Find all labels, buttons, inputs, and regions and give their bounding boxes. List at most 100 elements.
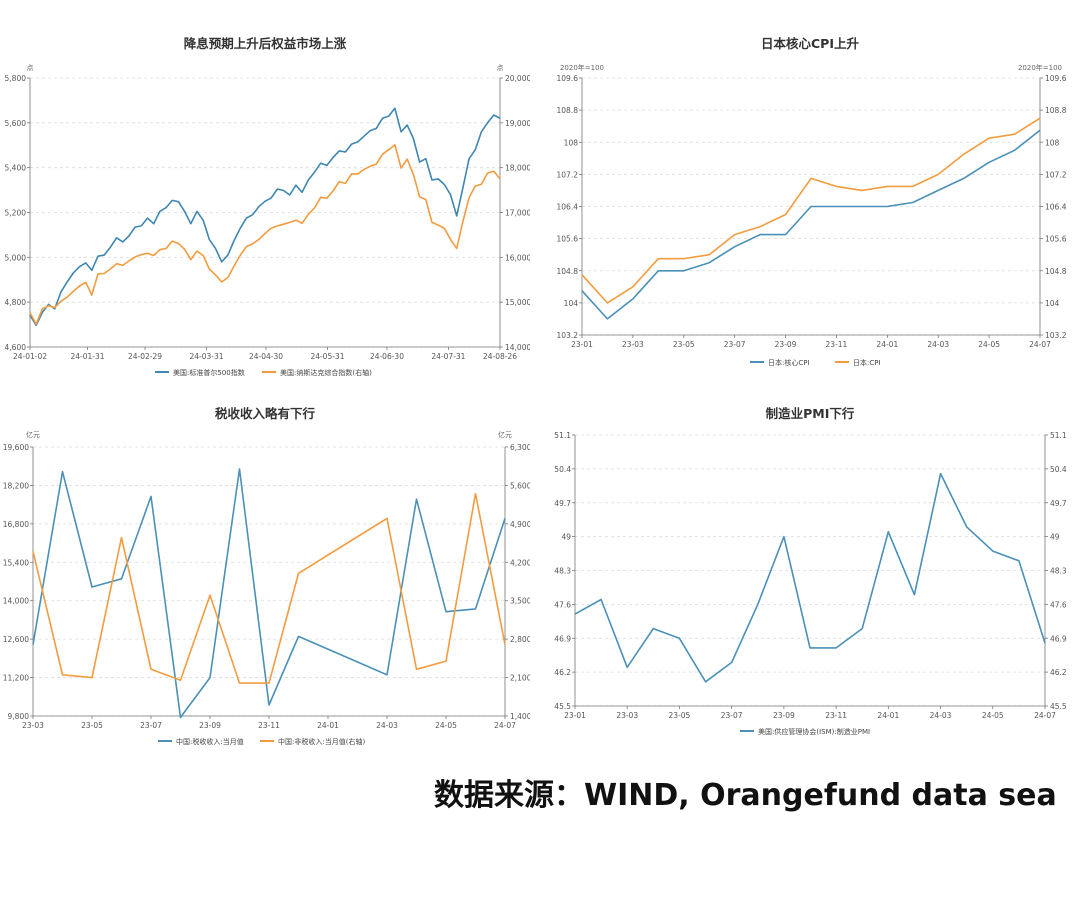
x-tick-label: 23-09 — [773, 711, 795, 720]
left-tick-label: 5,600 — [5, 119, 27, 128]
left-tick-label: 5,000 — [5, 253, 27, 262]
x-tick-label: 23-03 — [622, 340, 644, 349]
left-tick-label: 5,400 — [5, 164, 27, 173]
x-tick-label: 24-05-31 — [310, 352, 344, 361]
right-tick-label: 109.6 — [1045, 74, 1067, 83]
right-tick-label: 107.2 — [1045, 170, 1067, 179]
left-tick-label: 49 — [561, 533, 571, 542]
x-tick-label: 23-09 — [199, 721, 221, 730]
left-axis-unit: 2020年=100 — [560, 63, 604, 72]
x-tick-label: 24-03-31 — [189, 352, 223, 361]
left-tick-label: 45.5 — [554, 702, 571, 711]
right-tick-label: 46.2 — [1050, 668, 1067, 677]
legend-label: 美国:供应管理协会(ISM):制造业PMI — [758, 727, 870, 736]
chart-japan-cpi: 日本核心CPI上升 2020年=100 2020年=100 103.2 104 104.8… — [557, 36, 1067, 367]
left-tick-label: 108 — [564, 138, 579, 147]
x-tick-label: 24-07 — [494, 721, 516, 730]
x-tick-label: 24-08-26 — [483, 352, 517, 361]
legend-label: 中国:税收收入:当月值 — [176, 737, 244, 746]
right-tick-label: 14,000 — [505, 343, 530, 352]
x-tick-label: 23-09 — [775, 340, 797, 349]
left-tick-label: 18,200 — [3, 481, 29, 490]
x-tick-label: 24-06-30 — [370, 352, 404, 361]
left-tick-label: 51.1 — [554, 431, 571, 440]
series-line-2 — [29, 144, 501, 325]
right-tick-label: 47.6 — [1050, 600, 1067, 609]
left-tick-label: 4,800 — [5, 298, 27, 307]
left-tick-label: 107.2 — [557, 170, 579, 179]
left-tick-label: 46.9 — [554, 634, 571, 643]
left-axis-unit: 点 — [27, 64, 34, 72]
x-tick-label: 24-04-30 — [249, 352, 283, 361]
x-tick-label: 24-01 — [877, 711, 899, 720]
left-tick-label: 5,800 — [5, 74, 27, 83]
legend-label: 中国:非税收入:当月值(右轴) — [278, 737, 365, 746]
left-tick-label: 12,600 — [3, 635, 29, 644]
x-tick-label: 23-07 — [140, 721, 162, 730]
x-tick-label: 24-05 — [978, 340, 1000, 349]
right-tick-label: 108.8 — [1045, 106, 1067, 115]
right-tick-label: 15,000 — [505, 298, 530, 307]
legend-label: 日本:CPI — [853, 358, 881, 367]
series-line-2 — [32, 492, 506, 684]
x-tick-label: 24-01 — [317, 721, 339, 730]
series-line-2 — [581, 117, 1041, 304]
right-tick-label: 45.5 — [1050, 702, 1067, 711]
legend-label: 美国:标准普尔500指数 — [173, 368, 245, 377]
x-tick-label: 24-01 — [876, 340, 898, 349]
right-tick-label: 6,300 — [510, 443, 530, 452]
series-line-1 — [32, 468, 506, 719]
right-tick-label: 48.3 — [1050, 567, 1067, 576]
right-tick-label: 105.6 — [1045, 235, 1067, 244]
left-tick-label: 109.6 — [557, 74, 579, 83]
x-tick-label: 23-11 — [258, 721, 280, 730]
left-tick-label: 49.7 — [554, 499, 571, 508]
left-tick-label: 48.3 — [554, 567, 571, 576]
left-tick-label: 9,800 — [8, 712, 30, 721]
x-tick-label: 24-07 — [1034, 711, 1056, 720]
legend-label: 日本:核心CPI — [768, 358, 810, 367]
x-tick-label: 24-02-29 — [128, 352, 162, 361]
left-tick-label: 47.6 — [554, 600, 571, 609]
left-tick-label: 11,200 — [3, 674, 29, 683]
x-tick-label: 24-03 — [930, 711, 952, 720]
source-note: 数据来源：WIND, Orangefund data sea — [434, 778, 1057, 813]
right-tick-label: 17,000 — [505, 209, 530, 218]
right-tick-label: 50.4 — [1050, 465, 1067, 474]
right-tick-label: 16,000 — [505, 253, 530, 262]
left-tick-label: 108.8 — [557, 106, 579, 115]
chart-us-pmi: 制造业PMI下行 45.5 46.2 46.9 47.6 48.3 49 49.7 50.4 51… — [554, 406, 1067, 736]
left-tick-label: 19,600 — [3, 443, 29, 452]
right-tick-label: 18,000 — [505, 164, 530, 173]
chart-panel-us-pmi: 制造业PMI下行 45.5 46.2 46.9 47.6 48.3 49 49.7 50.4 51… — [540, 400, 1080, 760]
right-tick-label: 5,600 — [510, 481, 530, 490]
right-tick-label: 4,900 — [510, 520, 530, 529]
chart-panel-china-tax: 税收收入略有下行 亿元 亿元 9,800 11,200 12,600 14,000 15,40… — [0, 400, 532, 760]
right-tick-label: 2,800 — [510, 635, 530, 644]
x-tick-label: 24-07 — [1029, 340, 1051, 349]
right-tick-label: 51.1 — [1050, 431, 1067, 440]
chart-title: 税收收入略有下行 — [215, 406, 316, 421]
left-tick-label: 46.2 — [554, 668, 571, 677]
x-tick-label: 23-05 — [669, 711, 691, 720]
x-tick-label: 23-03 — [22, 721, 44, 730]
right-axis-unit: 点 — [497, 64, 504, 72]
x-tick-label: 23-07 — [724, 340, 746, 349]
chart-panel-japan-cpi: 日本核心CPI上升 2020年=100 2020年=100 103.2 104 104.8… — [540, 30, 1080, 390]
right-tick-label: 19,000 — [505, 119, 530, 128]
left-tick-label: 104.8 — [557, 267, 579, 276]
x-tick-label: 24-03 — [376, 721, 398, 730]
x-tick-label: 24-05 — [435, 721, 457, 730]
left-tick-label: 5,200 — [5, 209, 27, 218]
left-tick-label: 15,400 — [3, 558, 29, 567]
right-tick-label: 108 — [1045, 138, 1060, 147]
x-tick-label: 23-07 — [721, 711, 743, 720]
x-tick-label: 23-11 — [825, 711, 847, 720]
right-tick-label: 4,200 — [510, 558, 530, 567]
right-tick-label: 20,000 — [505, 74, 530, 83]
chart-title: 降息预期上升后权益市场上涨 — [184, 36, 347, 51]
right-tick-label: 103.2 — [1045, 331, 1067, 340]
left-tick-label: 104 — [564, 299, 579, 308]
right-tick-label: 104.8 — [1045, 267, 1067, 276]
